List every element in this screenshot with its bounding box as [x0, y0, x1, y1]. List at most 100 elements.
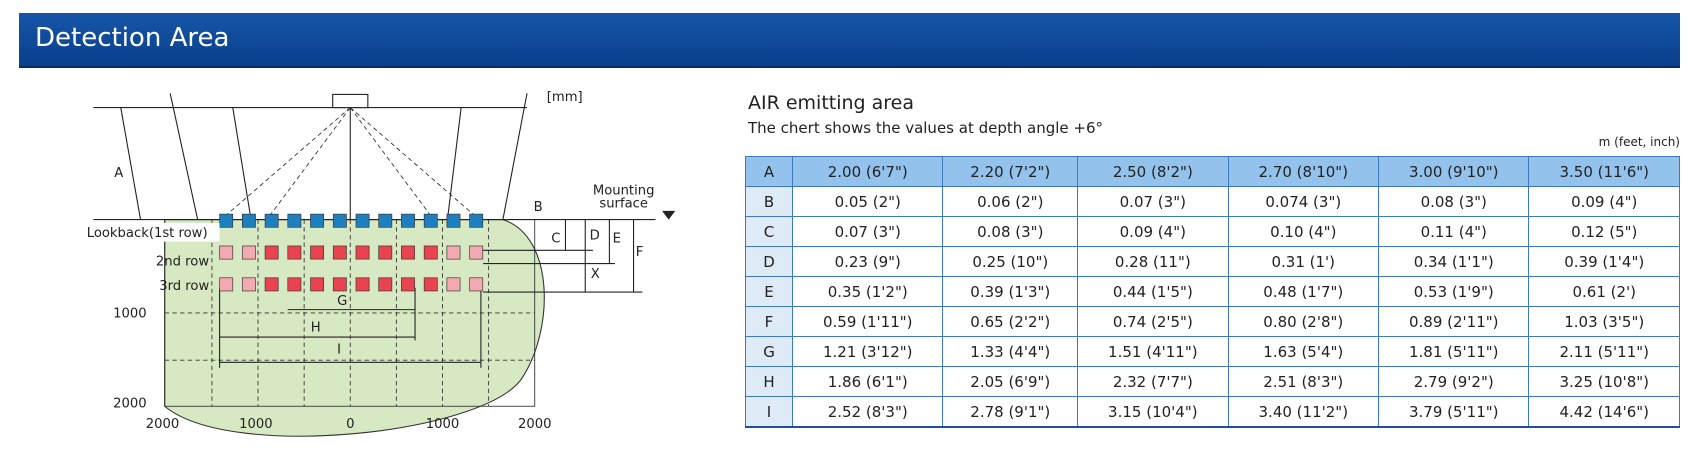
y-label: 1000	[113, 306, 146, 321]
table-cell: 0.09 (4")	[1077, 216, 1229, 247]
sensor-cell	[423, 245, 438, 260]
table-row: F 0.59 (1'11") 0.65 (2'2") 0.74 (2'5") 0.80 …	[745, 306, 1680, 337]
table-row: G 1.21 (3'12") 1.33 (4'4") 1.51 (4'11") 1.63…	[745, 336, 1680, 367]
table-cell: 0.23 (9")	[791, 246, 944, 277]
unit: [mm]	[547, 90, 583, 105]
sensor-cell	[310, 277, 325, 292]
letter: B	[534, 200, 543, 215]
table-title: AIR emitting area	[748, 92, 915, 114]
table-subtitle: The chert shows the values at depth angl…	[748, 119, 1104, 137]
sensor-cell	[332, 213, 347, 228]
table-cell: 1.03 (3'5")	[1528, 306, 1680, 337]
sensor-cell	[401, 245, 415, 260]
row-label: 3rd row	[159, 279, 209, 294]
sensor-cell	[332, 277, 347, 292]
diagram: [mm] Mounting surface Lookback(1st row) …	[85, 90, 676, 437]
table-cell: 0.61 (2')	[1528, 276, 1680, 307]
letter: H	[311, 321, 321, 336]
area	[164, 219, 545, 437]
table-cell: D	[745, 246, 793, 277]
table-cell: 2.79 (9'2")	[1378, 366, 1530, 397]
letter: E	[613, 232, 621, 247]
sensor-cell	[310, 213, 325, 228]
table-cell: 2.11 (5'11")	[1528, 336, 1680, 367]
header-title: Detection Area	[35, 23, 230, 53]
letter: D	[590, 228, 600, 243]
table-cell: 0.05 (2")	[791, 186, 944, 217]
lines	[93, 93, 656, 368]
sensor-cell	[332, 245, 347, 260]
sensor-cell	[310, 245, 325, 260]
x-label: 2000	[146, 417, 179, 432]
table-cell: 0.65 (2'2")	[942, 306, 1079, 337]
table-cell: 0.89 (2'11")	[1378, 306, 1530, 337]
table-row: H 1.86 (6'1") 2.05 (6'9") 2.32 (7'7") 2.51 (…	[745, 366, 1680, 397]
table-cell: 1.86 (6'1")	[791, 366, 944, 397]
sensor-cell	[241, 277, 256, 292]
sensor-cell	[446, 277, 461, 292]
table-cell: 2.50 (8'2")	[1077, 156, 1229, 187]
sensor-cell	[423, 277, 438, 292]
table-cell: 0.10 (4")	[1227, 216, 1380, 247]
table-cell: 1.63 (5'4")	[1227, 336, 1380, 367]
table-cell: H	[745, 366, 793, 397]
table-cell: 2.70 (8'10")	[1227, 156, 1380, 187]
table-cell: 0.11 (4")	[1378, 216, 1530, 247]
table-cell: 3.79 (5'11")	[1378, 396, 1530, 428]
table-cell: 0.06 (2")	[942, 186, 1079, 217]
table-cell: 0.35 (1'2")	[791, 276, 944, 307]
sensor-cell	[241, 245, 256, 260]
sensor-cell	[446, 213, 461, 228]
table-row: D 0.23 (9") 0.25 (10") 0.28 (11") 0.31 (1') 0…	[745, 246, 1680, 277]
sensor-cell	[241, 213, 256, 228]
table-cell: I	[745, 396, 793, 428]
table-cell: 0.25 (10")	[942, 246, 1079, 277]
table-cell: 2.52 (8'3")	[791, 396, 944, 428]
sensor-cell	[378, 213, 393, 228]
table-row: I 2.52 (8'3") 2.78 (9'1") 3.15 (10'4") 3.40 …	[745, 396, 1680, 428]
mounting: Mounting	[593, 183, 655, 198]
table-cell: B	[745, 186, 793, 217]
x-label: 0	[346, 417, 354, 432]
sensor-cell	[355, 277, 370, 292]
table-cell: 0.44 (1'5")	[1077, 276, 1229, 307]
sensor-cell	[378, 245, 393, 260]
table-cell: F	[745, 306, 793, 337]
sensor-cell	[264, 245, 279, 260]
sensor-cell	[446, 245, 461, 260]
sensor-cell	[264, 277, 279, 292]
letter: C	[551, 232, 560, 247]
table-cell: 0.074 (3")	[1227, 186, 1380, 217]
table-cell: 1.21 (3'12")	[791, 336, 944, 367]
letter: F	[636, 245, 644, 260]
table-cell: 0.74 (2'5")	[1077, 306, 1229, 337]
table-cell: 0.28 (11")	[1077, 246, 1229, 277]
mounting: surface	[599, 197, 648, 212]
table-cell: 3.00 (9'10")	[1378, 156, 1530, 187]
table-cell: 0.39 (1'3")	[942, 276, 1079, 307]
table-cell: C	[745, 216, 793, 247]
table-cell: 0.08 (3")	[942, 216, 1079, 247]
table-row: E 0.35 (1'2") 0.39 (1'3") 0.44 (1'5") 0.48 (…	[745, 276, 1680, 307]
table-cell: 0.07 (3")	[1077, 186, 1229, 217]
table-cell: 2.05 (6'9")	[942, 366, 1079, 397]
sensor-cell	[264, 213, 279, 228]
table-cell: 3.15 (10'4")	[1077, 396, 1229, 428]
table-cell: 0.39 (1'4")	[1528, 246, 1680, 277]
mount-mark	[662, 210, 676, 220]
y-label: 2000	[113, 396, 146, 411]
table-cell: 2.51 (8'3")	[1227, 366, 1380, 397]
table-cell: 0.08 (3")	[1378, 186, 1530, 217]
sensor-cell	[219, 277, 234, 292]
sensor-cell	[355, 213, 370, 228]
sensor-cell	[287, 277, 302, 292]
table-cell: A	[745, 156, 793, 187]
table-cell: 0.31 (1')	[1227, 246, 1380, 277]
table-cell: 2.32 (7'7")	[1077, 366, 1229, 397]
letter: A	[114, 166, 123, 181]
sensor-cell	[219, 213, 234, 228]
x-label: 2000	[518, 417, 551, 432]
table-cell: G	[745, 336, 793, 367]
diagram-group: [mm] Mounting surface Lookback(1st row) …	[85, 90, 676, 437]
